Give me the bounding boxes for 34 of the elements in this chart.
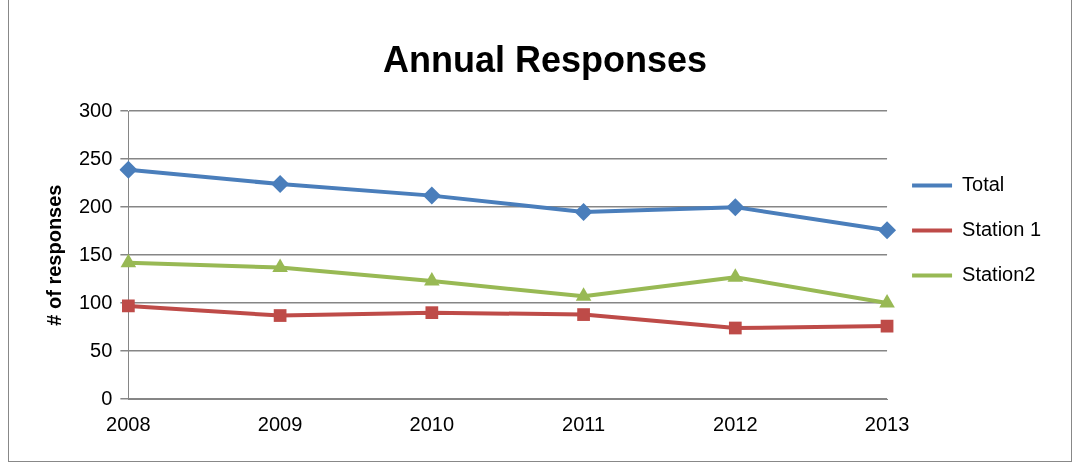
point (878, 221, 897, 240)
x-tick-label: 2013 (864, 412, 910, 435)
point (425, 306, 439, 320)
point (272, 258, 288, 273)
point (727, 268, 744, 282)
y-tick-label: 150 (78, 242, 113, 265)
x-tick-label: 2010 (409, 412, 455, 435)
y-tick-label: 250 (78, 146, 113, 169)
y-tick-label: 100 (78, 290, 113, 313)
y-tick-label: 300 (78, 98, 113, 121)
legend-label: Station2 (962, 263, 1036, 286)
point (273, 309, 287, 322)
legend-label: Total (962, 173, 1005, 196)
y-axis-title: # of responses (42, 184, 65, 326)
y-tick-label: 50 (90, 338, 113, 361)
point (119, 160, 138, 179)
x-tick-label: 2012 (713, 412, 758, 435)
point (726, 198, 745, 217)
point (879, 294, 895, 308)
point (271, 175, 290, 194)
y-tick-label: 200 (78, 194, 113, 217)
legend-label: Station 1 (962, 218, 1042, 241)
point (424, 272, 440, 286)
y-tick-label: 0 (101, 386, 113, 409)
point (575, 287, 592, 301)
x-tick-label: 2008 (106, 412, 151, 435)
x-tick-label: 2009 (257, 412, 303, 435)
point (574, 202, 593, 221)
point (728, 321, 742, 335)
point (422, 186, 441, 205)
point (577, 308, 590, 321)
chart-title: Annual Responses (382, 38, 708, 80)
x-tick-label: 2011 (562, 412, 606, 435)
point (120, 253, 137, 268)
